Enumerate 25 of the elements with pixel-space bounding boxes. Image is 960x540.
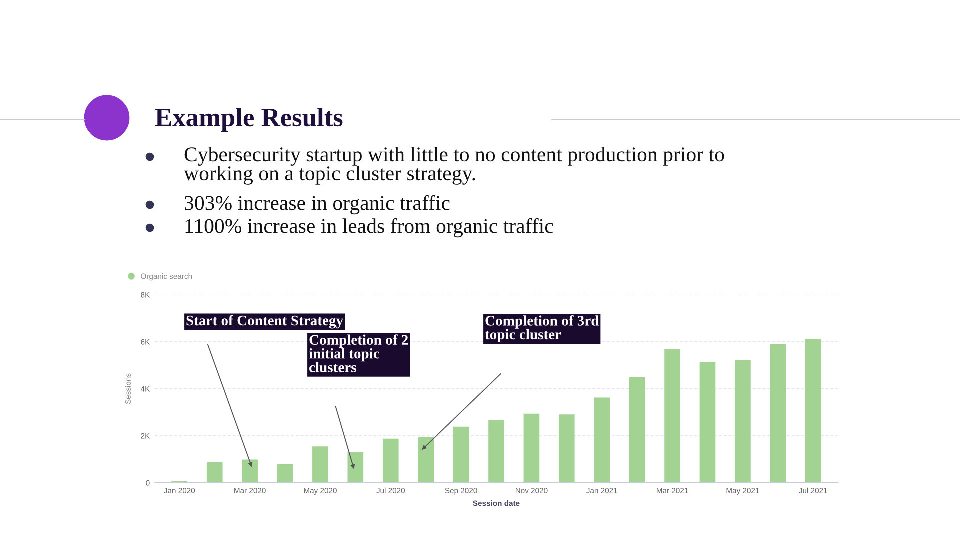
bar <box>348 452 364 483</box>
annotation: Completion of 3rd topic cluster <box>485 315 600 343</box>
chart-title: Example Results <box>155 108 343 132</box>
bar <box>382 438 399 483</box>
bar <box>770 344 786 483</box>
bar <box>242 460 258 483</box>
bar <box>805 339 822 483</box>
bar <box>700 362 716 483</box>
bar <box>418 437 434 483</box>
bar <box>594 398 610 483</box>
bar <box>277 464 294 483</box>
bar <box>558 414 575 483</box>
bar <box>206 462 223 483</box>
annotation: Completion of 2 initial topic clusters <box>309 334 408 372</box>
bar <box>453 426 470 483</box>
bar <box>524 414 540 483</box>
bar <box>629 377 646 483</box>
text: Cybersecurity startup with little to no content production prior to working on a topic cluster strategy. <box>184 147 724 185</box>
bar <box>664 349 680 483</box>
text: 1100% increase in leads from organic traffic <box>186 218 554 238</box>
text: 303% increase in organic traffic <box>184 195 450 215</box>
bar <box>488 420 504 483</box>
bar <box>735 360 751 483</box>
annotation: Start of Content Strategy <box>186 315 344 329</box>
bar <box>312 446 328 483</box>
